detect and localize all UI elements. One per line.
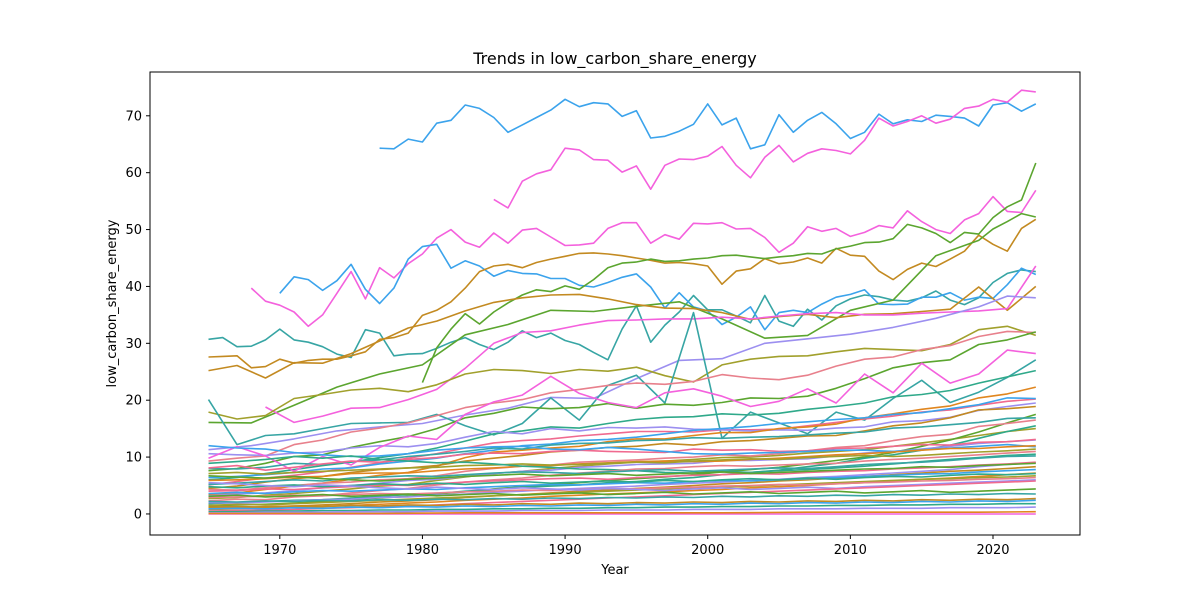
y-tick-label: 50 xyxy=(125,223,142,238)
series-line-18 xyxy=(208,402,1036,457)
x-axis: 1970 1980 1990 2000 2010 2020 xyxy=(263,535,1010,558)
series-line-54 xyxy=(208,510,1036,515)
x-tick-label: 1970 xyxy=(263,543,296,558)
x-tick-label: 1980 xyxy=(406,543,439,558)
series-line-29 xyxy=(208,438,1036,472)
series-line-20 xyxy=(208,397,1036,479)
series-line-1 xyxy=(379,98,1037,150)
y-tick-label: 40 xyxy=(125,280,142,295)
series-line-9 xyxy=(208,285,1037,379)
x-tick-label: 2000 xyxy=(691,543,724,558)
series-line-49 xyxy=(208,497,1036,508)
series-line-3 xyxy=(250,189,1037,328)
y-tick-label: 0 xyxy=(134,507,142,522)
y-tick-label: 60 xyxy=(125,166,142,181)
series-line-36 xyxy=(208,462,1036,504)
series-line-34 xyxy=(208,450,1036,502)
x-tick-label: 2010 xyxy=(834,543,867,558)
series-layer xyxy=(207,89,1037,515)
series-line-12 xyxy=(208,325,1037,420)
series-line-8 xyxy=(208,212,1036,424)
series-line-26 xyxy=(208,419,1036,491)
series-line-50 xyxy=(208,499,1036,510)
series-line-11 xyxy=(208,295,1036,451)
y-tick-label: 20 xyxy=(125,394,142,409)
series-line-47 xyxy=(208,488,1036,498)
x-axis-title: Year xyxy=(600,563,629,578)
series-line-2 xyxy=(493,89,1036,209)
series-line-51 xyxy=(208,502,1036,513)
series-line-5 xyxy=(279,243,1037,331)
series-line-24 xyxy=(208,405,1036,490)
x-tick-label: 1990 xyxy=(549,543,582,558)
y-tick-label: 30 xyxy=(125,337,142,352)
series-line-10 xyxy=(265,265,1037,424)
x-tick-label: 2020 xyxy=(976,543,1009,558)
series-line-22 xyxy=(208,349,1036,473)
series-line-32 xyxy=(208,448,1036,475)
y-tick-label: 70 xyxy=(125,109,142,124)
series-line-40 xyxy=(208,468,1036,495)
y-axis-title: low_carbon_share_energy xyxy=(105,219,120,387)
series-line-48 xyxy=(208,492,1036,503)
y-axis: 0 10 20 30 40 50 60 70 xyxy=(125,109,150,522)
series-line-6 xyxy=(208,218,1037,369)
series-line-7 xyxy=(421,162,1037,383)
chart-title: Trends in low_carbon_share_energy xyxy=(472,49,757,69)
series-line-13 xyxy=(207,311,1037,446)
y-tick-label: 10 xyxy=(125,451,142,466)
series-line-45 xyxy=(208,479,1036,492)
plot-frame xyxy=(149,71,1081,536)
series-line-35 xyxy=(208,455,1036,486)
series-line-52 xyxy=(208,506,1036,514)
series-line-38 xyxy=(208,462,1036,482)
series-line-14 xyxy=(208,330,1036,462)
